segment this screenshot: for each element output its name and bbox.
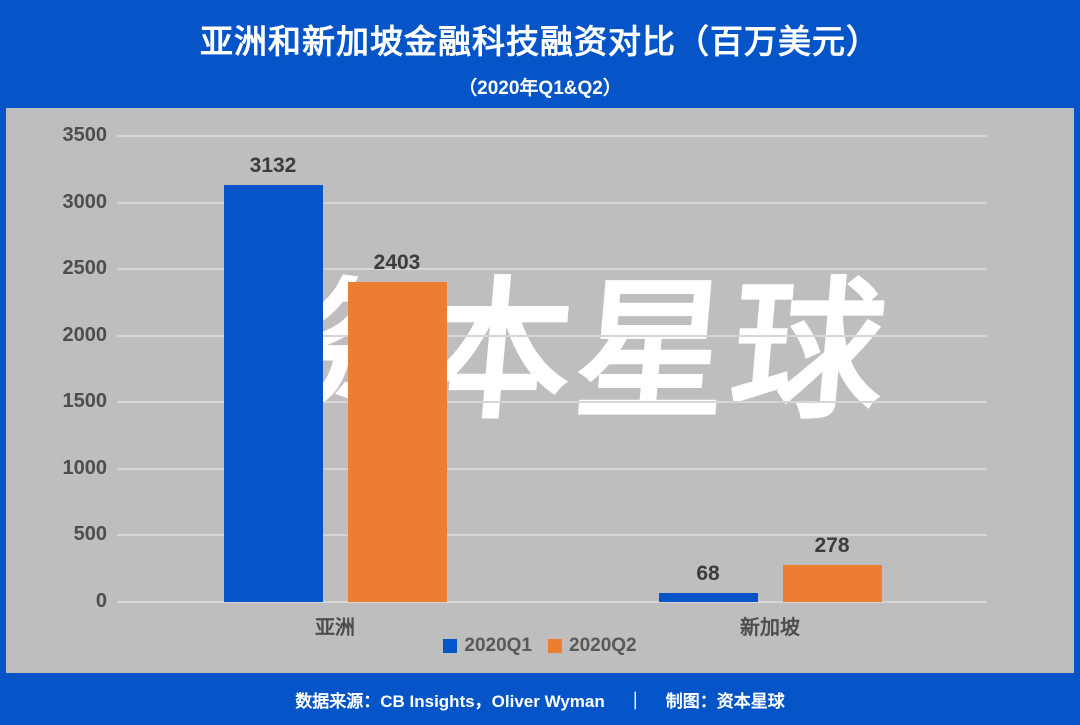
footer-credit: 制图：资本星球 — [665, 691, 785, 711]
gridline-3000 — [117, 201, 987, 204]
legend-label: 2020Q1 — [464, 635, 532, 656]
legend-item-2020Q1: 2020Q1 — [443, 635, 532, 657]
gridline-2000 — [117, 334, 987, 337]
footer-separator: ｜ — [626, 691, 644, 711]
chart-legend: 2020Q1 2020Q2 — [6, 635, 1074, 657]
legend-swatch — [443, 639, 458, 653]
gridline-3500 — [117, 135, 987, 137]
bar-新加坡-2020Q2 — [782, 565, 882, 602]
y-tick-label: 1000 — [62, 456, 108, 479]
bar-value-label: 278 — [814, 534, 850, 557]
y-tick-label: 3500 — [62, 124, 108, 146]
chart-title: 亚洲和新加坡金融科技融资对比（百万美元） — [200, 23, 880, 60]
legend-label: 2020Q2 — [569, 635, 637, 656]
bar-value-label: 3132 — [249, 154, 297, 177]
y-tick-label: 500 — [73, 523, 107, 546]
bar-新加坡-2020Q1 — [658, 593, 758, 602]
bar-value-label: 2403 — [373, 251, 421, 274]
y-tick-label: 2000 — [62, 323, 108, 346]
y-tick-label: 1500 — [62, 390, 108, 413]
x-category-label: 亚洲 — [315, 617, 355, 639]
legend-swatch — [548, 639, 562, 653]
y-tick-label: 3000 — [62, 190, 108, 213]
chart-subtitle: （2020年Q1&Q2） — [458, 78, 622, 100]
chart-panel: 资本星球 0 500 1000 1500 2000 2500 3000 3500 3132 240… — [6, 108, 1074, 673]
footer-source: 数据来源：CB Insights，Oliver Wyman — [295, 691, 605, 711]
bar-亚洲-2020Q2 — [347, 282, 447, 602]
bar-value-label: 68 — [696, 562, 720, 585]
footer: 数据来源：CB Insights，Oliver Wyman ｜ 制图：资本星球 — [0, 673, 1080, 725]
legend-item-2020Q2: 2020Q2 — [548, 635, 637, 657]
x-category-label: 新加坡 — [740, 617, 800, 639]
header: 亚洲和新加坡金融科技融资对比（百万美元） （2020年Q1&Q2） — [0, 0, 1080, 108]
gridline-2500 — [117, 268, 987, 271]
bar-亚洲-2020Q1 — [223, 185, 323, 602]
gridline-0 — [117, 601, 987, 603]
y-tick-label: 2500 — [62, 257, 108, 280]
gridline-500 — [117, 534, 987, 537]
gridline-1000 — [117, 467, 987, 470]
y-tick-label: 0 — [95, 590, 107, 612]
gridline-1500 — [117, 401, 987, 404]
